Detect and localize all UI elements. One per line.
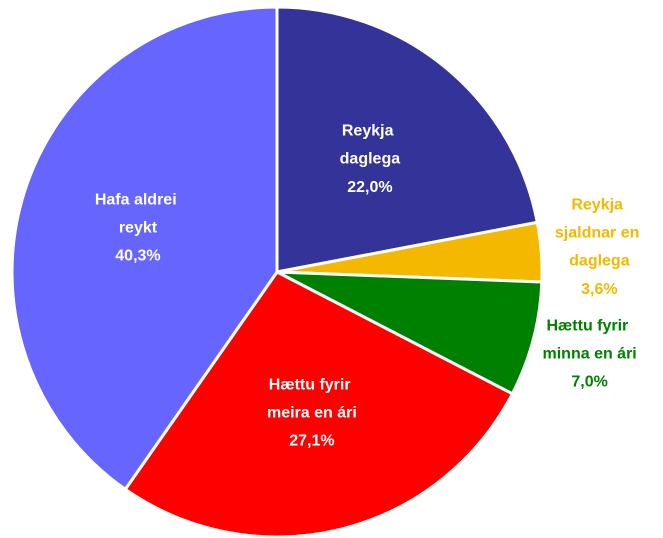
slice-label-line: meira en ári	[267, 405, 357, 422]
value-label: 27,1%	[289, 433, 334, 450]
slice-label-line: daglega	[340, 151, 401, 168]
slice-label-line: reykt	[119, 219, 158, 236]
slice-label-line: Reykja	[571, 197, 627, 214]
slice-label: Reykja daglega	[340, 123, 401, 168]
slice-label-line: Hættu fyrir	[547, 318, 633, 335]
pie-slice	[276, 270, 544, 396]
slice-label-line: Hættu fyrir	[269, 377, 355, 394]
pie-slice	[10, 5, 279, 492]
pie-slice	[123, 270, 515, 538]
value-label: 3,6%	[581, 281, 617, 298]
slice-label: Hættu fyrir meira en ári	[267, 377, 357, 422]
value-label: 22,0%	[347, 179, 392, 196]
slice-label-line: daglega	[569, 253, 630, 270]
slice-label-line: Reykja	[342, 123, 398, 140]
slice-label: Hættu fyrir minna en ári	[543, 318, 637, 363]
slice-label-line: Hafa aldrei	[95, 191, 181, 208]
pie-slice	[275, 5, 540, 274]
slice-label-line: sjaldnar en	[555, 225, 644, 242]
value-label: 7,0%	[571, 374, 607, 391]
slice-label: Hafa aldrei reykt	[95, 191, 181, 236]
slice-label-line: minna en ári	[543, 346, 637, 363]
slice-label: Reykja sjaldnar en daglega	[555, 197, 644, 270]
value-label: 40,3%	[115, 247, 160, 264]
